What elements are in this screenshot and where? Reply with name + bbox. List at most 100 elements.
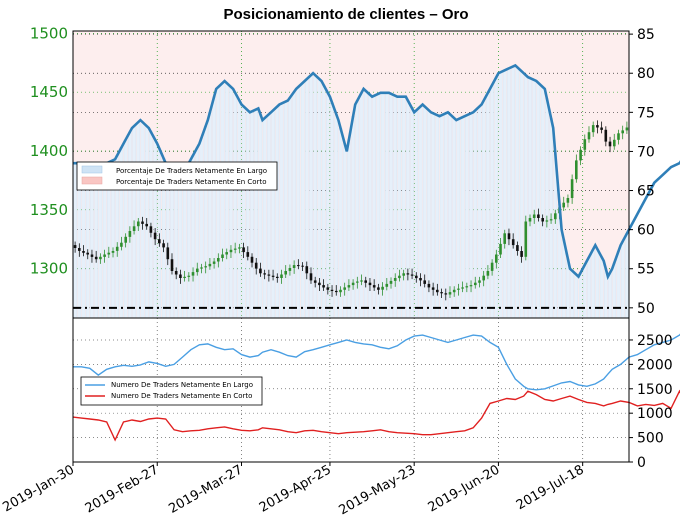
candle-body xyxy=(86,252,89,255)
count-tick-label: 2500 xyxy=(637,333,673,349)
candle-body xyxy=(356,281,359,283)
candle-body xyxy=(579,149,582,161)
bottom-panel-frame xyxy=(72,317,630,463)
candle-body xyxy=(200,267,203,269)
long-area-bar xyxy=(73,163,77,319)
long-area-bar xyxy=(128,131,132,319)
long-area-bar xyxy=(515,67,520,319)
pct-tick-label: 65 xyxy=(637,184,655,200)
candle-body xyxy=(115,246,119,251)
candle-body xyxy=(541,218,544,222)
candle-body xyxy=(242,247,245,253)
long-area-bar xyxy=(418,106,423,319)
candle-body xyxy=(343,287,346,290)
candle-body xyxy=(364,280,367,283)
pct-tick-label: 60 xyxy=(637,223,655,239)
candle-body xyxy=(452,289,456,293)
candle-body xyxy=(263,273,266,275)
candle-body xyxy=(162,243,165,248)
candle-body xyxy=(596,125,599,128)
long-area-bar xyxy=(570,270,574,319)
candle-body xyxy=(549,219,553,221)
long-area-bar xyxy=(229,86,233,319)
candle-body xyxy=(187,275,191,277)
legend-long-label: Porcentaje De Traders Netamente En Largo xyxy=(116,167,267,175)
long-area-bar xyxy=(254,109,258,319)
candle-body xyxy=(305,266,309,274)
candle-body xyxy=(368,282,372,286)
candle-body xyxy=(499,243,502,255)
long-area-bar xyxy=(608,272,612,319)
long-area-bar xyxy=(612,262,617,319)
candle-body xyxy=(625,127,629,131)
candle-body xyxy=(532,214,536,218)
candle-body xyxy=(94,256,98,260)
long-area-bar xyxy=(561,239,566,319)
candle-body xyxy=(613,139,616,147)
candle-body xyxy=(111,251,115,253)
candle-body xyxy=(604,129,608,142)
long-area-bar xyxy=(279,103,284,319)
candle-body xyxy=(204,266,207,268)
long-area-bar xyxy=(536,82,541,319)
long-area-bar xyxy=(486,92,490,319)
long-area-bar xyxy=(233,92,237,319)
candle-body xyxy=(153,232,157,240)
candle-body xyxy=(554,213,557,220)
candle-body xyxy=(474,282,477,286)
candle-body xyxy=(267,274,271,276)
long-area-bar xyxy=(271,110,275,319)
candle-body xyxy=(284,271,287,275)
long-area-bar xyxy=(578,272,583,319)
candle-body xyxy=(415,275,418,279)
date-tick-label: 2019-Jun-20 xyxy=(426,462,503,515)
long-area-bar xyxy=(208,112,212,319)
candle-body xyxy=(478,280,481,283)
candle-body xyxy=(448,292,452,295)
candle-body xyxy=(208,263,212,267)
candle-body xyxy=(406,273,410,275)
candle-body xyxy=(457,288,460,290)
pct-tick-label: 70 xyxy=(637,144,655,160)
long-area-bar xyxy=(528,77,532,319)
candle-body xyxy=(516,245,519,251)
legend-long-swatch xyxy=(81,165,103,174)
candle-body xyxy=(137,221,140,227)
candle-body xyxy=(575,160,578,180)
candle-body xyxy=(335,290,338,293)
long-area-bar xyxy=(347,139,351,319)
candle-body xyxy=(495,254,498,263)
candle-body xyxy=(566,198,570,203)
price-tick-label: 1450 xyxy=(30,83,68,101)
candle-body xyxy=(402,273,405,276)
count-tick-label: 1000 xyxy=(637,406,673,422)
long-area-bar xyxy=(283,101,288,319)
candle-body xyxy=(587,132,591,140)
candle-body xyxy=(562,202,565,208)
price-axis-ticks: 1300 1350 1400 1450 1500 xyxy=(30,24,68,277)
candle-body xyxy=(545,220,549,222)
long-area-bar xyxy=(414,110,419,319)
candle-body xyxy=(427,283,431,288)
long-area-bar xyxy=(182,170,187,319)
long-area-bar xyxy=(241,106,246,319)
candle-body xyxy=(461,287,464,289)
candle-body xyxy=(398,275,401,279)
candle-body xyxy=(124,236,127,243)
candle-body xyxy=(103,254,106,257)
date-tick-label: 2019-Jan-30 xyxy=(0,462,77,515)
candle-body xyxy=(120,242,123,247)
candle-body xyxy=(524,221,528,257)
long-area-bar xyxy=(439,115,444,319)
candle-body xyxy=(297,265,300,267)
percentage-axis-ticks: 50 55 60 65 70 75 80 85 xyxy=(629,27,655,317)
pct-tick-label: 85 xyxy=(637,27,655,43)
long-area-bar xyxy=(494,76,499,319)
candle-body xyxy=(246,252,250,257)
candle-body xyxy=(351,282,355,286)
candle-body xyxy=(233,248,237,250)
long-area-bar xyxy=(519,71,524,319)
long-area-bar xyxy=(502,70,507,319)
candle-body xyxy=(271,275,275,277)
candle-body xyxy=(385,283,389,287)
